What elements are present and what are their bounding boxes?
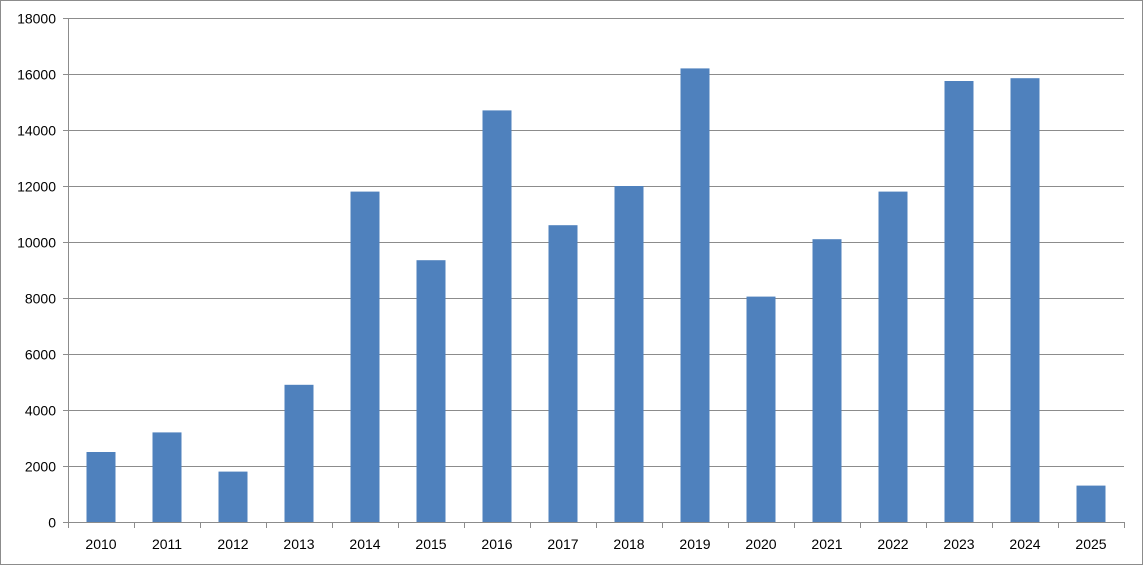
y-tick-label: 4000 (25, 403, 56, 419)
x-tick-label: 2015 (415, 536, 446, 552)
x-tick-label: 2025 (1075, 536, 1106, 552)
bar-2022 (878, 191, 908, 522)
bar-2024 (1010, 78, 1040, 522)
bar-2019 (680, 68, 710, 523)
bar-2021 (812, 239, 842, 522)
bar-2013 (284, 384, 314, 522)
x-tick-label: 2014 (349, 536, 380, 552)
bar-2023 (944, 81, 974, 522)
y-tick-label: 14000 (17, 123, 56, 139)
y-tick-label: 8000 (25, 291, 56, 307)
bar-2012 (218, 471, 248, 522)
y-tick-label: 6000 (25, 347, 56, 363)
x-tick-label: 2022 (877, 536, 908, 552)
bar-2020 (746, 296, 776, 522)
y-tick-label: 18000 (17, 11, 56, 27)
bar-2025 (1076, 485, 1106, 522)
y-tick-label: 16000 (17, 67, 56, 83)
x-tick-label: 2011 (152, 536, 182, 552)
bar-2016 (482, 110, 512, 523)
x-tick-label: 2021 (811, 536, 842, 552)
tick-labels: 0 2000 4000 6000 8000 10000 12000 14000 16000 180… (17, 11, 1107, 553)
y-tick-label: 12000 (17, 179, 56, 195)
y-tick-label: 10000 (17, 235, 56, 251)
x-tick-label: 2019 (679, 536, 710, 552)
bar-2017 (548, 225, 578, 522)
axes (63, 18, 1125, 528)
bar-2014 (350, 191, 380, 522)
x-tick-label: 2010 (85, 536, 116, 552)
y-tick-label: 0 (48, 515, 56, 531)
bars (86, 68, 1106, 523)
x-tick-label: 2017 (547, 536, 578, 552)
x-tick-label: 2018 (613, 536, 644, 552)
x-tick-label: 2013 (283, 536, 314, 552)
bar-2010 (86, 452, 116, 522)
y-tick-label: 2000 (25, 459, 56, 475)
x-tick-label: 2020 (745, 536, 776, 552)
x-tick-label: 2016 (481, 536, 512, 552)
x-tick-label: 2012 (217, 536, 248, 552)
bar-2011 (152, 432, 182, 522)
bar-2015 (416, 260, 446, 522)
x-tick-label: 2023 (943, 536, 974, 552)
x-tick-label: 2024 (1009, 536, 1040, 552)
bar-2018 (614, 186, 644, 522)
